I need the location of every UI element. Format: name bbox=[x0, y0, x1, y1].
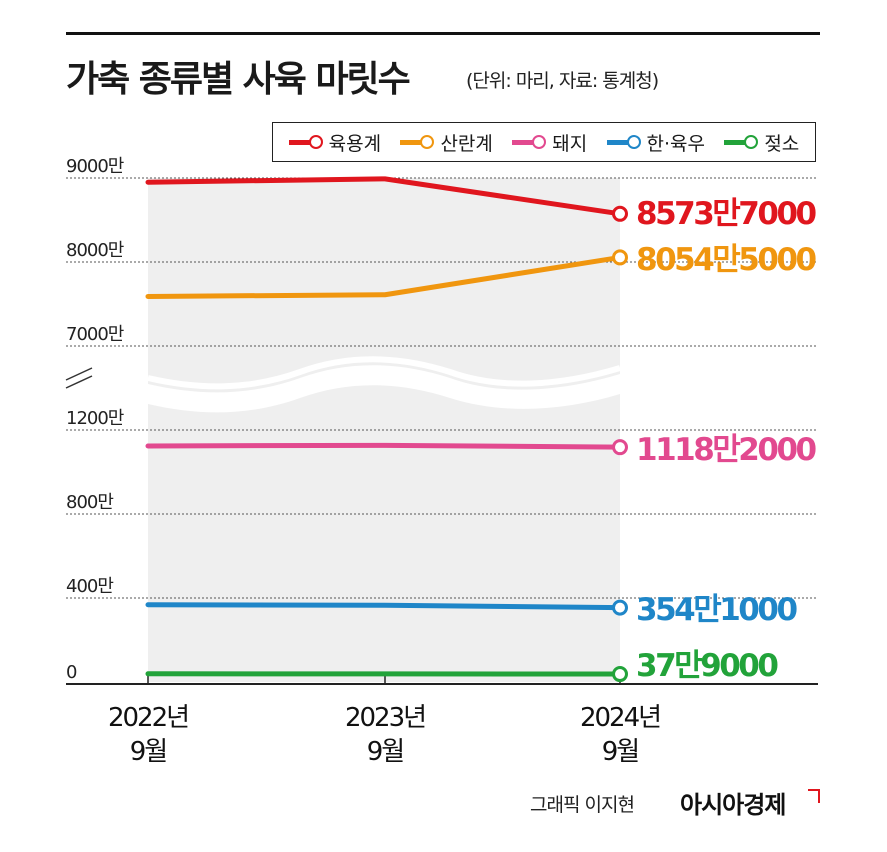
x-tick-label: 2023년 bbox=[345, 703, 425, 733]
legend-item: 육용계 bbox=[288, 129, 382, 156]
y-tick-label: 9000만 bbox=[66, 156, 124, 177]
chart-title: 가축 종류별 사육 마릿수 bbox=[66, 59, 411, 100]
legend-line-marker-icon bbox=[288, 135, 323, 149]
legend-line-marker-icon bbox=[724, 135, 759, 149]
end-point-marker bbox=[612, 249, 628, 266]
end-point-marker bbox=[612, 439, 628, 456]
legend-line-marker-icon bbox=[512, 135, 547, 149]
x-tick-label: 9월 bbox=[367, 737, 404, 767]
y-tick-label: 0 bbox=[66, 662, 77, 683]
legend-label: 육용계 bbox=[328, 132, 382, 155]
series-line bbox=[145, 602, 623, 611]
legend-item: 돼지 bbox=[512, 129, 587, 156]
end-value-label: 1118만2000 bbox=[636, 432, 817, 468]
legend-label: 산란계 bbox=[440, 132, 493, 155]
legend-item: 산란계 bbox=[400, 129, 493, 156]
x-tick-label: 9월 bbox=[130, 737, 167, 767]
end-value-label: 8054만5000 bbox=[636, 242, 817, 278]
legend-label: 한·육우 bbox=[646, 132, 705, 155]
series-line bbox=[145, 176, 623, 217]
y-tick-label: 400만 bbox=[66, 576, 113, 597]
y-tick-label: 7000만 bbox=[66, 324, 124, 345]
brand-logo: 아시아경제 bbox=[680, 791, 786, 819]
legend-label: 젖소 bbox=[764, 132, 800, 155]
double-slash-icon bbox=[65, 375, 93, 389]
y-tick-label: 1200만 bbox=[66, 408, 124, 429]
y-tick-label: 800만 bbox=[66, 492, 113, 513]
x-tick-label: 9월 bbox=[602, 737, 639, 767]
legend: 육용계 산란계 돼지 한·육우 젖소 bbox=[272, 122, 816, 162]
axis-break-band bbox=[148, 365, 620, 413]
legend-item: 한·육우 bbox=[606, 129, 705, 156]
legend-item: 젖소 bbox=[724, 129, 799, 156]
end-point-marker bbox=[612, 666, 628, 683]
end-point-marker bbox=[612, 599, 628, 616]
axis-break-wave bbox=[147, 356, 621, 390]
chart-subtitle: (단위: 마리, 자료: 통계청) bbox=[466, 70, 659, 92]
x-tick-label: 2024년 bbox=[580, 703, 660, 733]
corner-flag-icon bbox=[808, 789, 820, 803]
legend-line-marker-icon bbox=[400, 135, 435, 149]
series-line bbox=[145, 442, 623, 450]
legend-label: 돼지 bbox=[552, 132, 588, 155]
y-tick-label: 8000만 bbox=[66, 240, 124, 261]
end-value-label: 354만1000 bbox=[636, 592, 797, 628]
end-value-label: 37만9000 bbox=[636, 648, 778, 684]
end-value-label: 8573만7000 bbox=[636, 196, 817, 232]
top-rule bbox=[66, 32, 820, 35]
graphic-credit: 그래픽 이지현 bbox=[530, 794, 635, 816]
series-line bbox=[145, 254, 623, 299]
x-tick-label: 2022년 bbox=[108, 703, 188, 733]
double-slash-icon bbox=[65, 367, 93, 381]
end-point-marker bbox=[612, 205, 628, 222]
legend-line-marker-icon bbox=[606, 135, 641, 149]
